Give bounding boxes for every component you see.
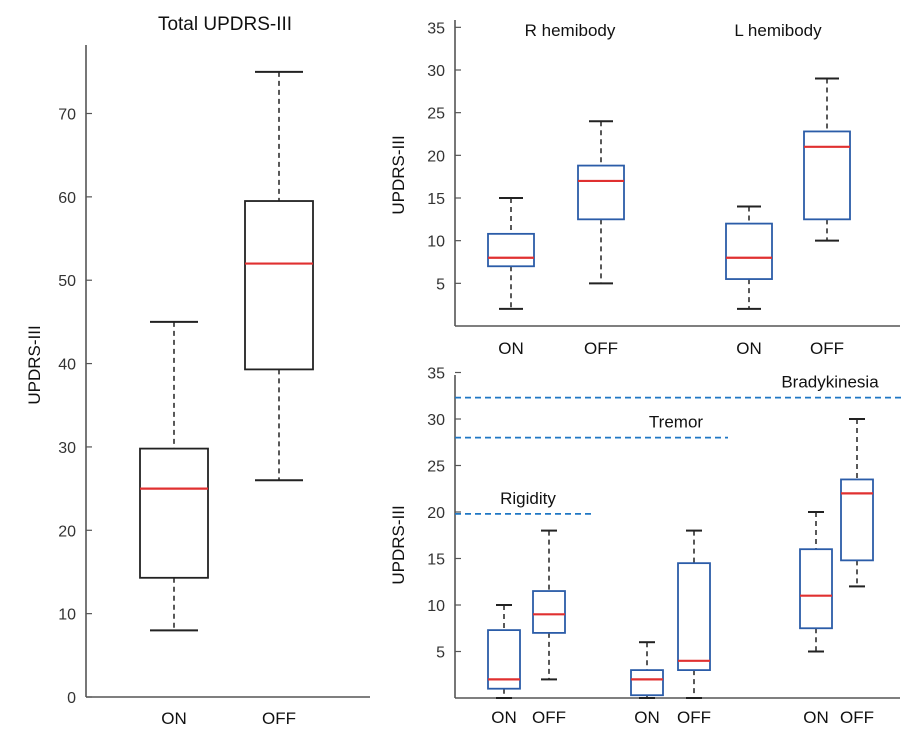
box-iqr [139,447,209,579]
y-tick-label: 0 [67,690,76,707]
y-tick-label: 35 [427,20,445,37]
box-iqr [725,222,773,280]
box-iqr [840,478,874,562]
group-label: R hemibody [525,21,616,40]
y-tick-label: 40 [58,357,76,374]
y-tick-label: 10 [427,234,445,251]
x-category-label: OFF [262,709,296,728]
y-tick-label: 20 [427,148,445,165]
x-category-label: ON [498,339,524,358]
x-category-label: OFF [677,708,711,727]
y-tick-label: 10 [427,598,445,615]
x-category-label: OFF [532,708,566,727]
y-tick-label: 15 [427,552,445,569]
box-iqr [630,669,664,697]
box-iqr [577,164,625,221]
reference-line-label: Tremor [649,413,703,432]
x-category-label: ON [161,709,187,728]
box-iqr [803,130,851,221]
y-axis-label: UPDRS-III [25,325,44,404]
x-category-label: ON [634,708,660,727]
x-category-label: OFF [810,339,844,358]
y-tick-label: 5 [436,276,445,293]
x-category-label: OFF [584,339,618,358]
total-updrs-panel: 0 10 20 30 40 50 60 70 UPDRS-III Total UPDRS-III O… [25,14,370,728]
y-tick-label: 15 [427,191,445,208]
x-category-label: ON [491,708,517,727]
y-tick-label: 25 [427,106,445,123]
box-iqr [244,200,314,371]
group-label: L hemibody [734,21,822,40]
y-tick-label: 30 [427,412,445,429]
y-tick-label: 35 [427,366,445,383]
reference-line-label: Rigidity [500,489,556,508]
y-tick-label: 20 [58,523,76,540]
reference-line-label: Bradykinesia [781,373,879,392]
y-tick-label: 70 [58,107,76,124]
y-tick-label: 60 [58,190,76,207]
y-axis-label: UPDRS-III [389,505,408,584]
box-iqr [799,548,833,630]
y-tick-label: 25 [427,459,445,476]
chart-title: Total UPDRS-III [158,14,292,35]
x-category-label: OFF [840,708,874,727]
y-tick-label: 30 [58,440,76,457]
y-tick-label: 10 [58,607,76,624]
box-iqr [677,562,711,672]
y-tick-label: 50 [58,273,76,290]
y-axis-label: UPDRS-III [389,135,408,214]
subscore-panel: 5 10 15 20 25 30 35 UPDRS-III Rigidity Tremor Brad… [389,366,902,727]
y-tick-label: 30 [427,63,445,80]
box-iqr [487,232,535,268]
box-iqr [532,590,566,634]
y-tick-label: 5 [436,645,445,662]
x-category-label: ON [803,708,829,727]
hemibody-panel: 5 10 15 20 25 30 35 UPDRS-III R hemibody L hemibo… [389,20,900,358]
x-category-label: ON [736,339,762,358]
y-tick-label: 20 [427,505,445,522]
